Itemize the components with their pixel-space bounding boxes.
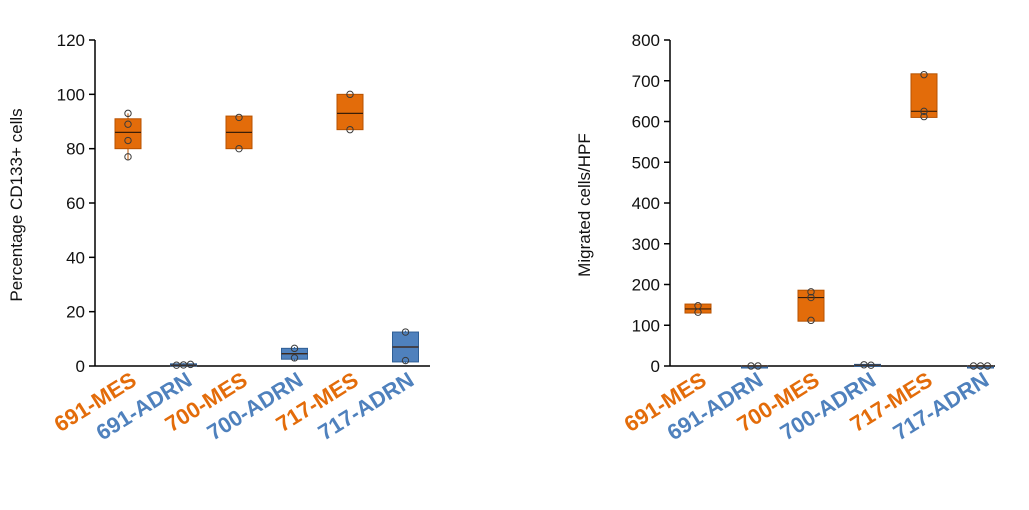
data-point — [179, 361, 188, 369]
data-point — [401, 328, 410, 336]
data-point — [346, 125, 354, 134]
data-point — [747, 362, 755, 370]
box-700-adrn — [854, 361, 881, 369]
data-point — [920, 107, 928, 116]
y-tick-label: 80 — [66, 140, 85, 159]
data-point — [920, 112, 928, 121]
data-point — [346, 90, 354, 99]
box-700-adrn — [281, 344, 308, 362]
box-691-mes — [684, 301, 712, 316]
y-tick-label: 100 — [57, 85, 85, 104]
data-point — [920, 70, 928, 79]
chart-2: 0 100 200 300 400 500 600 700 800 Migrated cells/… — [575, 31, 995, 445]
y-tick-label: 0 — [76, 357, 85, 376]
data-point — [860, 361, 868, 369]
y-axis-title: Percentage CD133+ cells — [7, 108, 26, 301]
y-tick-label: 700 — [632, 72, 660, 91]
y-tick-label: 40 — [66, 248, 85, 267]
data-point — [867, 361, 875, 369]
data-point — [754, 362, 762, 370]
y-axis-title: Migrated cells/HPF — [575, 133, 594, 277]
data-point — [235, 113, 243, 122]
box-717-mes — [336, 90, 364, 134]
data-point — [235, 144, 243, 153]
y-tick-label: 800 — [632, 31, 660, 50]
data-point — [983, 362, 992, 370]
data-point — [807, 293, 815, 302]
box-717-adrn — [967, 362, 994, 370]
box-691-mes — [114, 109, 142, 161]
data-point — [124, 136, 132, 145]
box-700-mes — [225, 113, 253, 153]
y-tick-label: 20 — [66, 303, 85, 322]
data-point — [694, 308, 702, 316]
box-700-mes — [797, 288, 825, 325]
data-point — [290, 354, 299, 362]
data-point — [124, 109, 132, 118]
data-point — [186, 360, 195, 369]
y-tick-label: 200 — [632, 276, 660, 295]
y-tick-label: 400 — [632, 194, 660, 213]
data-point — [807, 316, 815, 325]
y-tick-label: 500 — [632, 153, 660, 172]
box-body — [910, 73, 938, 118]
y-tick-label: 120 — [57, 31, 85, 50]
y-tick-label: 0 — [651, 357, 660, 376]
data-point — [172, 361, 181, 369]
y-tick-label: 60 — [66, 194, 85, 213]
y-tick-label: 100 — [632, 316, 660, 335]
box-717-mes — [910, 70, 938, 121]
box-717-adrn — [392, 328, 419, 365]
data-point — [976, 362, 985, 370]
data-point — [124, 120, 132, 128]
data-point — [807, 288, 815, 296]
data-point — [969, 362, 978, 370]
data-point — [401, 356, 410, 365]
data-point — [124, 153, 132, 161]
box-691-adrn — [170, 360, 197, 369]
box-691-adrn — [741, 362, 768, 370]
data-point — [290, 344, 299, 353]
y-tick-label: 300 — [632, 235, 660, 254]
y-tick-label: 600 — [632, 113, 660, 132]
box-body — [336, 93, 364, 131]
